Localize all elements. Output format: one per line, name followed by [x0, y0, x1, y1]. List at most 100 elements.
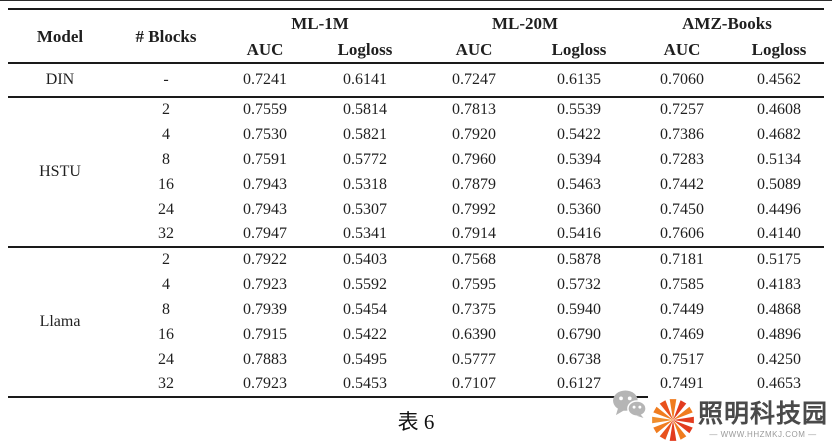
metric-cell: 0.7591 — [243, 150, 287, 168]
table-row: Llama 2 0.7922 0.5403 0.7568 0.5878 0.7181 0.51… — [8, 246, 825, 397]
blocks-cell: 24 — [158, 200, 174, 218]
metric-cell: 0.4140 — [757, 225, 801, 242]
metric-cell: 0.7530 — [243, 125, 287, 143]
table-row: 8 0.7939 0.5454 0.7375 0.5940 0.7449 0.4868 — [8, 297, 824, 322]
group-header-ml1m: ML-1M — [291, 13, 349, 33]
metric-header-row: AUC Logloss AUC Logloss AUC Logloss — [8, 36, 825, 64]
metric-cell: 0.7181 — [630, 246, 734, 272]
metric-cell: 0.4868 — [757, 300, 801, 318]
blocks-cell: 24 — [158, 350, 174, 368]
metric-cell: 0.7517 — [660, 350, 704, 368]
blocks-cell: - — [163, 71, 169, 88]
metric-cell: 0.5307 — [343, 200, 387, 218]
blocks-cell: 16 — [158, 325, 174, 343]
table-row: DIN - 0.7241 0.6141 0.7247 0.6135 0.7060 0.4562 — [8, 63, 824, 97]
blocks-cell: 32 — [158, 375, 174, 392]
metric-cell: 0.7813 — [420, 96, 528, 122]
metric-cell: 0.4682 — [757, 125, 801, 143]
metric-cell: 0.5878 — [528, 246, 630, 272]
column-header-auc: AUC — [220, 36, 310, 64]
metric-cell: 0.7247 — [452, 71, 496, 88]
metric-cell: 0.7283 — [660, 150, 704, 168]
metric-cell: 0.6127 — [557, 375, 601, 392]
table-row: 32 0.7947 0.5341 0.7914 0.5416 0.7606 0.4140 — [8, 222, 824, 247]
metric-cell: 0.7559 — [220, 96, 310, 122]
model-name-cell: Llama — [8, 246, 112, 397]
metric-cell: 0.7879 — [452, 175, 496, 193]
blocks-cell: 2 — [112, 96, 220, 122]
blocks-cell: 16 — [158, 175, 174, 193]
metric-cell: 0.7449 — [660, 300, 704, 318]
metric-cell: 0.7375 — [452, 300, 496, 318]
metric-cell: 0.7922 — [220, 246, 310, 272]
metric-cell: 0.7939 — [243, 300, 287, 318]
metric-cell: 0.7914 — [452, 225, 496, 242]
table-row: 4 0.7530 0.5821 0.7920 0.5422 0.7386 0.4682 — [8, 122, 824, 147]
metric-cell: 0.5814 — [310, 96, 420, 122]
metric-cell: 0.5416 — [557, 225, 601, 242]
metric-cell: 0.4608 — [734, 96, 825, 122]
model-name-cell: HSTU — [8, 96, 112, 247]
metric-cell: 0.5394 — [557, 150, 601, 168]
column-header-blocks: # Blocks — [112, 9, 220, 64]
column-header-logloss: Logloss — [310, 36, 420, 64]
metric-cell: 0.5089 — [757, 175, 801, 193]
model-name-cell: DIN — [45, 71, 75, 88]
metric-cell: 0.5453 — [343, 375, 387, 392]
metric-cell: 0.5422 — [343, 325, 387, 343]
group-header-ml20m: ML-20M — [491, 13, 559, 33]
metric-cell: 0.7915 — [243, 325, 287, 343]
metric-cell: 0.7943 — [243, 175, 287, 193]
metric-cell: 0.7491 — [660, 375, 704, 392]
metric-cell: 0.5360 — [557, 200, 601, 218]
metric-cell: 0.7920 — [452, 125, 496, 143]
blocks-cell: 32 — [158, 225, 174, 242]
metric-cell: 0.7960 — [452, 150, 496, 168]
metric-cell: 0.7606 — [660, 225, 704, 242]
blocks-cell: 2 — [112, 246, 220, 272]
metric-cell: 0.7060 — [660, 71, 704, 88]
wechat-icon — [613, 390, 647, 418]
table-row: 24 0.7943 0.5307 0.7992 0.5360 0.7450 0.4496 — [8, 197, 824, 222]
metric-cell: 0.5318 — [343, 175, 387, 193]
column-header-logloss: Logloss — [734, 36, 825, 64]
metric-cell: 0.4250 — [757, 350, 801, 368]
blocks-cell: 8 — [162, 300, 170, 318]
metric-cell: 0.7386 — [660, 125, 704, 143]
column-header-model: Model — [8, 9, 112, 64]
metric-cell: 0.6135 — [557, 71, 601, 88]
blocks-cell: 8 — [162, 150, 170, 168]
metric-cell: 0.4496 — [757, 200, 801, 218]
table-row: 24 0.7883 0.5495 0.5777 0.6738 0.7517 0.4250 — [8, 347, 824, 372]
metric-cell: 0.7943 — [243, 200, 287, 218]
metric-cell: 0.4183 — [757, 275, 801, 293]
metric-cell: 0.7992 — [452, 200, 496, 218]
metric-cell: 0.5403 — [310, 246, 420, 272]
metric-cell: 0.5422 — [557, 125, 601, 143]
metric-cell: 0.5592 — [343, 275, 387, 293]
metric-cell: 0.7241 — [243, 71, 287, 88]
metric-cell: 0.7923 — [243, 375, 287, 392]
column-header-auc: AUC — [630, 36, 734, 64]
metric-cell: 0.5732 — [557, 275, 601, 293]
metric-cell: 0.7442 — [660, 175, 704, 193]
metric-cell: 0.7568 — [420, 246, 528, 272]
group-header-row: Model # Blocks ML-1M ML-20M AMZ-Books — [8, 9, 824, 64]
metric-cell: 0.7469 — [660, 325, 704, 343]
metric-cell: 0.7257 — [630, 96, 734, 122]
table-header: Model # Blocks ML-1M ML-20M AMZ-Books AU… — [8, 9, 825, 64]
metric-cell: 0.6790 — [557, 325, 601, 343]
table-row: 4 0.7923 0.5592 0.7595 0.5732 0.7585 0.4183 — [8, 272, 824, 297]
metric-cell: 0.4653 — [757, 375, 801, 392]
page-top-rule — [0, 0, 832, 1]
metric-cell: 0.7923 — [243, 275, 287, 293]
metric-cell: 0.6141 — [343, 71, 387, 88]
column-header-logloss: Logloss — [528, 36, 630, 64]
table-row: 32 0.7923 0.5453 0.7107 0.6127 0.7491 0.4653 — [8, 372, 824, 397]
metric-cell: 0.5134 — [757, 150, 801, 168]
watermark-logo: 照明科技园 — WWW.HHZMKJ.COM — — [648, 392, 832, 448]
metric-cell: 0.7595 — [452, 275, 496, 293]
metric-cell: 0.5175 — [734, 246, 825, 272]
table-row: 16 0.7915 0.5422 0.6390 0.6790 0.7469 0.4896 — [8, 322, 824, 347]
metric-cell: 0.7107 — [452, 375, 496, 392]
